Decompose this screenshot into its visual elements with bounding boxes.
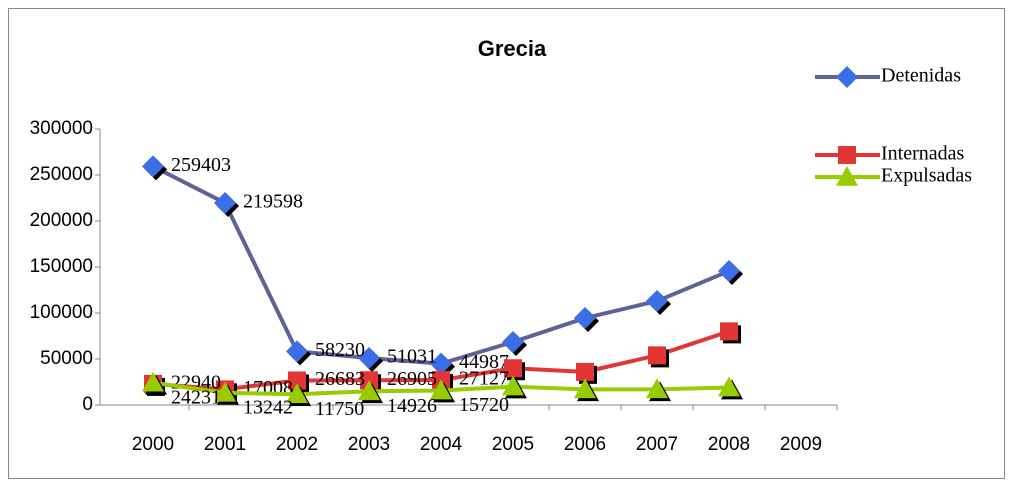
y-tick-label: 300000 (30, 118, 93, 139)
marker (430, 379, 452, 400)
data-label: 259403 (171, 154, 231, 176)
data-label: 51031 (387, 346, 437, 368)
legend-marker (836, 66, 858, 88)
marker (286, 383, 308, 403)
x-tick-label: 2005 (492, 434, 534, 455)
y-tick-label: 200000 (30, 210, 93, 231)
marker (574, 307, 596, 330)
data-label: 27127 (459, 368, 509, 390)
marker (574, 378, 596, 399)
data-label: 11750 (315, 398, 364, 420)
marker (502, 375, 524, 396)
x-tick-label: 2006 (564, 434, 606, 455)
legend-marker (838, 146, 856, 164)
marker (504, 359, 522, 378)
marker (502, 330, 524, 353)
marker (214, 191, 236, 214)
legend-marker (836, 166, 858, 186)
data-label: 26683 (315, 368, 365, 390)
data-label: 58230 (315, 339, 365, 361)
marker (288, 371, 306, 390)
x-tick-label: 2002 (276, 434, 318, 455)
x-tick-label: 2008 (708, 434, 750, 455)
data-label: 26905 (387, 368, 437, 390)
legend-label: Internadas (881, 143, 965, 165)
y-tick-label: 50000 (40, 348, 93, 369)
marker (358, 380, 380, 401)
data-label: 14926 (387, 395, 437, 417)
x-tick-label: 2003 (348, 434, 390, 455)
legend-label: Detenidas (881, 65, 961, 87)
marker (360, 371, 378, 390)
data-label: 44987 (459, 351, 509, 373)
marker (430, 352, 452, 375)
marker (576, 362, 594, 381)
chart-border (8, 8, 1005, 479)
x-tick-label: 2000 (132, 434, 174, 455)
x-tick-label: 2004 (420, 434, 463, 455)
marker (720, 322, 738, 341)
marker (286, 340, 308, 363)
data-label: 24231 (171, 386, 221, 408)
y-tick-label: 250000 (30, 164, 93, 185)
chart-title: Grecia (478, 36, 547, 61)
marker (646, 378, 668, 399)
marker (718, 260, 740, 283)
marker (142, 155, 164, 178)
marker (718, 376, 740, 397)
data-label: 15720 (459, 394, 509, 416)
marker (358, 347, 380, 370)
y-tick-label: 100000 (30, 302, 93, 323)
legend-label: Expulsadas (881, 165, 972, 187)
marker (142, 371, 164, 392)
x-tick-label: 2009 (780, 434, 822, 455)
data-label: 219598 (243, 191, 303, 213)
x-tick-label: 2001 (204, 434, 246, 455)
x-tick-label: 2007 (636, 434, 678, 455)
data-label: 13242 (243, 396, 293, 418)
y-tick-label: 150000 (30, 256, 93, 277)
marker (648, 346, 666, 365)
y-tick-label: 0 (82, 394, 93, 415)
marker (646, 290, 668, 313)
marker (214, 381, 236, 402)
